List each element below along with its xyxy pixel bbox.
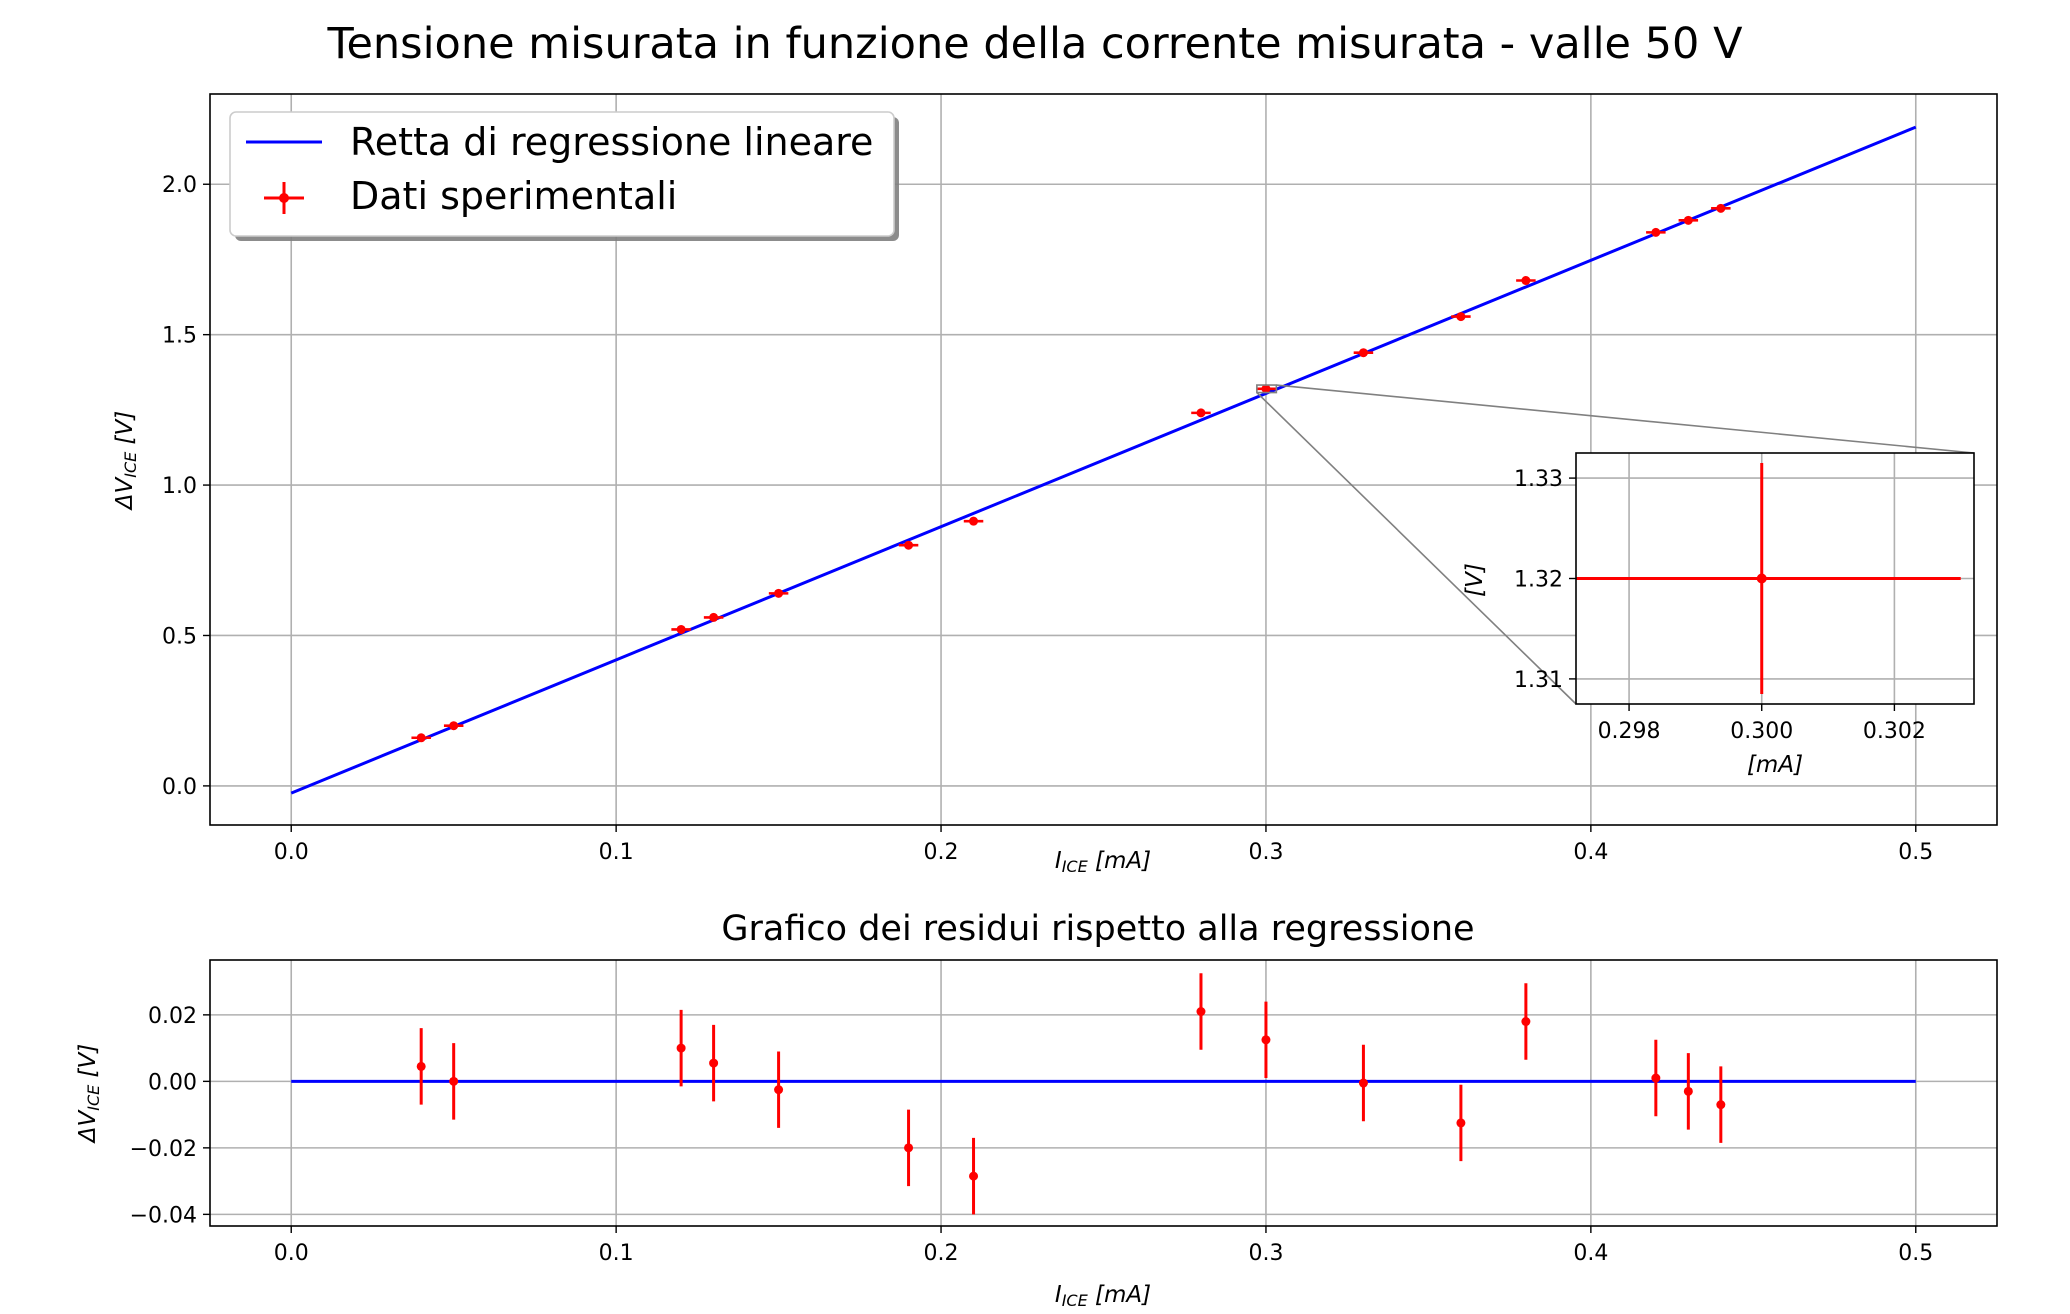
axis-label-main: I: [1055, 1282, 1062, 1308]
data-point: [449, 1076, 459, 1086]
main-chart-title: Tensione misurata in funzione della corr…: [327, 19, 1744, 69]
legend-marker-point: [279, 193, 289, 203]
y-tick-label: 1.32: [1514, 568, 1563, 593]
regression-line: [290, 125, 1917, 795]
y-tick-label: 1.0: [162, 474, 197, 499]
inset-point: [1756, 573, 1767, 584]
data-point: [1521, 276, 1531, 286]
x-tick-label: 0.298: [1598, 719, 1661, 744]
data-point: [709, 612, 719, 622]
data-point: [676, 624, 686, 634]
axis-label-subscript: ICE: [121, 451, 140, 478]
axes-frame: [1575, 452, 1975, 705]
data-point: [416, 733, 426, 743]
axis-label-main: ΔV: [75, 1109, 101, 1145]
residuals-y-axis-label: ΔVICE [V]: [75, 1044, 103, 1144]
x-tick-label: 0.1: [599, 1241, 634, 1266]
x-tick-label: 0.3: [1248, 1241, 1283, 1266]
y-tick-label: 0.00: [148, 1070, 197, 1095]
legend: Retta di regressione lineare Dati sperime…: [229, 111, 899, 241]
y-axis-label: ΔVICE [V]: [112, 411, 140, 511]
residuals-chart-title: Grafico dei residui rispetto alla regres…: [721, 909, 1474, 949]
axis-label-subscript: ICE: [1062, 857, 1089, 876]
x-tick-label: 0.2: [924, 1241, 959, 1266]
data-point: [1683, 215, 1693, 225]
x-tick-label: 0.5: [1898, 840, 1933, 865]
zoom-connector-line: [1256, 391, 1577, 705]
legend-box: [229, 111, 895, 237]
data-point: [904, 1143, 914, 1153]
data-point: [1196, 408, 1206, 418]
x-tick-label: 0.302: [1863, 719, 1926, 744]
data-point: [1651, 227, 1661, 237]
inset-x-axis-label: [mA]: [1747, 752, 1803, 778]
plot-background: [210, 960, 1997, 1226]
x-tick-label: 0.3: [1248, 840, 1283, 865]
y-tick-label: 0.0: [162, 775, 197, 800]
axis-label-main: I: [1055, 848, 1062, 874]
y-tick-label: 0.02: [148, 1004, 197, 1029]
data-point: [774, 1085, 784, 1095]
x-tick-label: 0.2: [924, 840, 959, 865]
axes-frame: [209, 959, 1998, 1227]
data-point: [1716, 1100, 1726, 1110]
x-tick-label: 0.0: [274, 1241, 309, 1266]
data-point: [904, 540, 914, 550]
x-tick-label: 0.300: [1730, 719, 1793, 744]
residuals-plot-area: 0.0 0.1 0.2 0.3 0.4 0.5−0.04−0.020.000.02IICE…: [75, 959, 1998, 1310]
x-tick-label: 0.1: [599, 840, 634, 865]
axis-label-unit: [V]: [75, 1044, 101, 1085]
axes-frame: [209, 93, 1998, 826]
axis-label-subscript: ICE: [84, 1084, 103, 1111]
data-point: [969, 1171, 979, 1181]
legend-label-data: Dati sperimentali: [350, 174, 677, 218]
zoom-connector-line: [1276, 384, 1975, 454]
data-point: [1261, 1035, 1271, 1045]
data-point: [1358, 1078, 1368, 1088]
data-point: [969, 516, 979, 526]
y-tick-label: −0.02: [130, 1137, 197, 1162]
data-point: [774, 588, 784, 598]
data-point: [1358, 348, 1368, 358]
data-point: [1196, 1007, 1206, 1017]
y-tick-label: 1.5: [162, 324, 197, 349]
zoom-source-box: [1256, 384, 1278, 394]
data-point: [676, 1043, 686, 1053]
y-tick-label: 2.0: [162, 173, 197, 198]
y-tick-label: 0.5: [162, 624, 197, 649]
zoom-indicator: [1256, 384, 1975, 705]
x-tick-label: 0.4: [1573, 1241, 1608, 1266]
x-tick-label: 0.5: [1898, 1241, 1933, 1266]
data-point: [1651, 1073, 1661, 1083]
data-point: [416, 1061, 426, 1071]
inset-plot-area: 0.298 0.300 0.302 1.31 1.32 1.33 [mA] [V]: [1462, 452, 1975, 778]
x-axis-label: IICE [mA]: [1055, 848, 1151, 876]
data-point: [709, 1058, 719, 1068]
residuals-x-axis-label: IICE [mA]: [1055, 1282, 1151, 1310]
axis-label-unit: [mA]: [1088, 1282, 1151, 1308]
data-point: [449, 721, 459, 731]
inset-y-axis-label: [V]: [1462, 563, 1488, 597]
data-point: [1683, 1086, 1693, 1096]
y-tick-label: −0.04: [130, 1203, 197, 1228]
data-point: [1261, 384, 1271, 394]
x-tick-label: 0.4: [1573, 840, 1608, 865]
data-point: [1456, 312, 1466, 322]
axis-label-main: ΔV: [112, 476, 138, 512]
data-point: [1456, 1118, 1466, 1128]
x-tick-label: 0.0: [274, 840, 309, 865]
y-tick-label: 1.33: [1514, 467, 1563, 492]
legend-label-regression: Retta di regressione lineare: [350, 120, 873, 164]
y-tick-label: 1.31: [1514, 668, 1563, 693]
axis-label-unit: [mA]: [1088, 848, 1151, 874]
data-point: [1716, 203, 1726, 213]
axis-label-unit: [V]: [112, 411, 138, 452]
axis-label-subscript: ICE: [1062, 1291, 1089, 1310]
data-point: [1521, 1017, 1531, 1027]
